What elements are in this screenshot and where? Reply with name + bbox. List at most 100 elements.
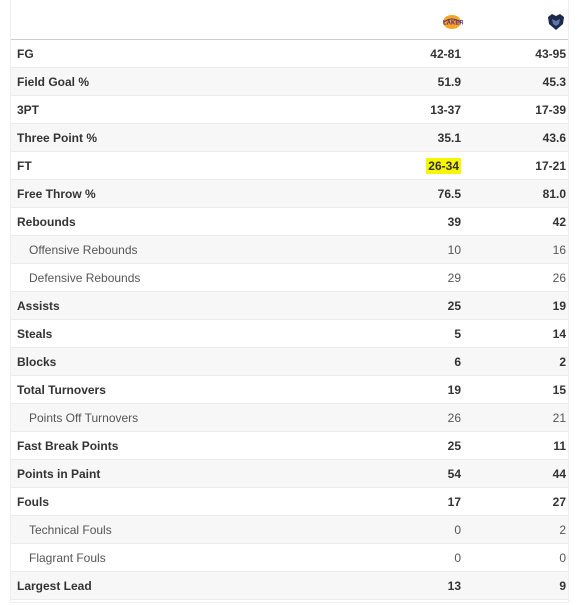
stat-row: Flagrant Fouls 0 0: [11, 544, 568, 572]
value-text: 29: [447, 270, 461, 285]
value-text: 13: [447, 578, 461, 593]
value-text: 19: [447, 382, 461, 397]
stat-row: Field Goal % 51.9 45.3: [11, 68, 568, 96]
stat-label: FG: [17, 46, 34, 61]
stat-row: Points in Paint 54 44: [11, 460, 568, 488]
value-text: 76.5: [437, 186, 461, 201]
value-text: 26: [447, 410, 461, 425]
value-text: 39: [447, 214, 461, 229]
lakers-value: 26: [381, 411, 461, 425]
stat-label: 3PT: [17, 102, 40, 117]
value-text: 42-81: [430, 46, 461, 61]
stat-label: Field Goal %: [17, 74, 90, 89]
lakers-value: 54: [381, 467, 461, 481]
stat-row: Three Point % 35.1 43.6: [11, 124, 568, 152]
grizzlies-value: 0: [559, 550, 566, 565]
lakers-value: 13-37: [381, 103, 461, 117]
stat-row: Points Off Turnovers 26 21: [11, 404, 568, 432]
lakers-value: 0: [381, 551, 461, 565]
value-text: 17: [447, 494, 461, 509]
grizzlies-value: 11: [553, 438, 566, 453]
grizzlies-value: 2: [559, 522, 566, 537]
grizzlies-value: 27: [552, 494, 566, 509]
lakers-value: 76.5: [381, 187, 461, 201]
team-stats-table: LAKERS FG 42-81 43-95 Field Goal % 51.9 45.3 3…: [10, 0, 569, 603]
stat-row: Total Turnovers 19 15: [11, 376, 568, 404]
stat-row: Free Throw % 76.5 81.0: [11, 180, 568, 208]
grizzlies-value: 16: [552, 242, 566, 257]
lakers-value: 17: [381, 495, 461, 509]
stat-row: Technical Fouls 0 2: [11, 516, 568, 544]
value-text: 0: [454, 550, 461, 565]
value-text: 35.1: [437, 130, 461, 145]
value-text: 54: [447, 466, 461, 481]
grizzlies-value: 42: [552, 214, 566, 229]
stat-row: Assists 25 19: [11, 292, 568, 320]
stat-label: Largest Lead: [17, 578, 92, 593]
stat-label: Fouls: [17, 494, 49, 509]
value-text: 0: [454, 522, 461, 537]
lakers-value: 51.9: [381, 75, 461, 89]
value-text: 13-37: [430, 102, 461, 117]
value-text: 25: [447, 438, 461, 453]
stat-label: Blocks: [17, 354, 57, 369]
value-text: 25: [447, 298, 461, 313]
stat-row: Steals 5 14: [11, 320, 568, 348]
lakers-value: 5: [381, 327, 461, 341]
grizzlies-value: 17-21: [535, 158, 566, 173]
stat-label: FT: [17, 158, 32, 173]
grizzlies-value: 2: [559, 354, 566, 369]
grizzlies-value: 43.6: [542, 130, 566, 145]
lakers-value: 10: [381, 243, 461, 257]
highlighted-value: 26-34: [426, 157, 461, 174]
grizzlies-value: 43-95: [535, 46, 566, 61]
table-header: LAKERS: [11, 0, 568, 40]
stat-label: Offensive Rebounds: [29, 242, 138, 257]
stat-row: Rebounds 39 42: [11, 208, 568, 236]
stat-row: Largest Lead 13 9: [11, 572, 568, 600]
grizzlies-value: 45.3: [542, 74, 566, 89]
stat-row: Fast Break Points 25 11: [11, 432, 568, 460]
stat-row: FG 42-81 43-95: [11, 40, 568, 68]
value-text: 51.9: [437, 74, 461, 89]
stat-label: Fast Break Points: [17, 438, 119, 453]
grizzlies-value: 19: [552, 298, 566, 313]
grizzlies-value: 26: [552, 270, 566, 285]
lakers-value: 25: [381, 299, 461, 313]
stat-row: Offensive Rebounds 10 16: [11, 236, 568, 264]
lakers-value: 39: [381, 215, 461, 229]
lakers-value: 29: [381, 271, 461, 285]
value-text: 10: [447, 242, 461, 257]
lakers-logo-icon: LAKERS: [443, 15, 463, 29]
stat-row: Defensive Rebounds 29 26: [11, 264, 568, 292]
lakers-value: 42-81: [381, 47, 461, 61]
lakers-value: 26-34: [381, 157, 461, 174]
stat-label: Points in Paint: [17, 466, 101, 481]
grizzlies-value: 44: [552, 466, 566, 481]
grizzlies-value: 81.0: [542, 186, 566, 201]
stat-label: Rebounds: [17, 214, 76, 229]
grizzlies-value: 14: [552, 326, 566, 341]
stat-row: FT 26-34 17-21: [11, 152, 568, 180]
grizzlies-value: 9: [559, 578, 566, 593]
lakers-value: 25: [381, 439, 461, 453]
value-text: 6: [454, 354, 461, 369]
svg-text:LAKERS: LAKERS: [443, 21, 463, 27]
lakers-value: 19: [381, 383, 461, 397]
stat-label: Assists: [17, 298, 60, 313]
lakers-value: 0: [381, 523, 461, 537]
stat-row: 3PT 13-37 17-39: [11, 96, 568, 124]
lakers-value: 35.1: [381, 131, 461, 145]
stat-row: Fouls 17 27: [11, 488, 568, 516]
grizzlies-value: 17-39: [535, 102, 566, 117]
grizzlies-logo-icon: [548, 14, 564, 30]
stat-label: Points Off Turnovers: [29, 410, 139, 425]
stat-label: Technical Fouls: [29, 522, 112, 537]
stat-label: Free Throw %: [17, 186, 96, 201]
value-text: 5: [454, 326, 461, 341]
stat-label: Total Turnovers: [17, 382, 106, 397]
lakers-value: 13: [381, 579, 461, 593]
lakers-value: 6: [381, 355, 461, 369]
stat-label: Defensive Rebounds: [29, 270, 141, 285]
grizzlies-value: 21: [552, 410, 566, 425]
